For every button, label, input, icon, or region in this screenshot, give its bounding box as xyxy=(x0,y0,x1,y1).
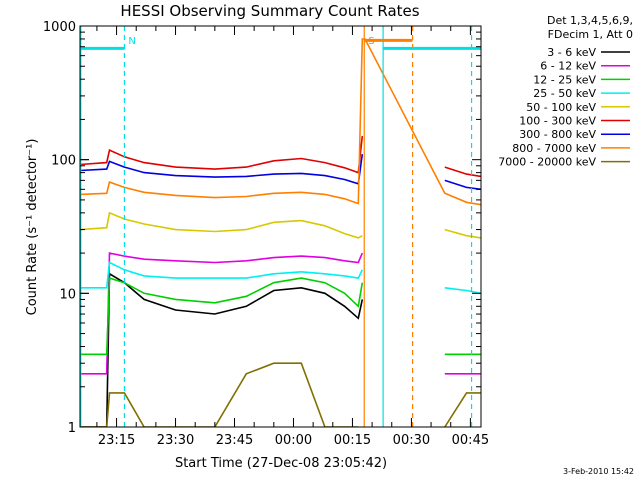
y-tick-label-1: 10 xyxy=(59,287,76,302)
series-line-8-0 xyxy=(80,362,359,427)
series-line-4-0 xyxy=(80,211,363,239)
series-line-7-0 xyxy=(80,38,481,206)
series-line-2-0 xyxy=(80,277,364,356)
series-line-6-0 xyxy=(80,153,364,185)
plot-frame xyxy=(79,25,482,428)
y-tick-label-0: 1 xyxy=(68,421,76,436)
y-axis-label: Count Rate (s⁻¹ detector⁻¹) xyxy=(25,139,40,316)
series-line-4-1 xyxy=(444,228,481,239)
flag-marker-label-0: N xyxy=(128,36,135,47)
legend: Det 1,3,4,5,6,9, FDecim 1, Att 0 3 - 6 k… xyxy=(498,14,633,169)
y-tick-label-3: 1000 xyxy=(43,20,76,35)
x-axis-ticks: 23:15 23:30 23:45 00:00 00:15 00:30 00:45 xyxy=(96,26,489,448)
series-line-5-1 xyxy=(444,166,481,178)
x-tick-label-3: 00:00 xyxy=(275,433,312,448)
legend-label-2: 12 - 25 keV xyxy=(533,73,596,86)
legend-label-8: 7000 - 20000 keV xyxy=(498,156,596,169)
x-axis-label: Start Time (27-Dec-08 23:05:42) xyxy=(175,456,387,471)
legend-label-4: 50 - 100 keV xyxy=(526,101,596,114)
series-line-0-0 xyxy=(80,272,364,427)
legend-label-0: 3 - 6 keV xyxy=(547,46,596,59)
y-tick-label-2: 100 xyxy=(51,154,76,169)
series-line-3-1 xyxy=(444,287,481,295)
legend-label-5: 100 - 300 keV xyxy=(519,115,596,128)
legend-label-6: 300 - 800 keV xyxy=(519,128,596,141)
marker-layer: NS xyxy=(80,26,481,427)
series-line-3-0 xyxy=(80,261,364,289)
legend-label-7: 800 - 7000 keV xyxy=(512,142,596,155)
x-tick-label-4: 00:15 xyxy=(334,433,371,448)
chart-title: HESSI Observing Summary Count Rates xyxy=(120,2,419,20)
legend-label-3: 25 - 50 keV xyxy=(533,87,596,100)
legend-label-1: 6 - 12 keV xyxy=(540,60,596,73)
legend-header-decimation: FDecim 1, Att 0 xyxy=(548,28,633,41)
x-tick-label-5: 00:30 xyxy=(393,433,430,448)
series-line-6-1 xyxy=(444,179,481,191)
series-line-1-0 xyxy=(80,252,364,375)
generated-timestamp: 3-Feb-2010 15:42 xyxy=(563,467,634,476)
series-line-8-1 xyxy=(444,392,481,427)
x-tick-label-1: 23:30 xyxy=(157,433,194,448)
x-tick-label-6: 00:45 xyxy=(452,433,489,448)
y-axis-ticks: 1 10 100 1000 xyxy=(43,20,481,436)
legend-header-detectors: Det 1,3,4,5,6,9, xyxy=(547,14,633,27)
x-tick-label-2: 23:45 xyxy=(216,433,253,448)
series-layer xyxy=(80,38,481,427)
series-line-5-0 xyxy=(80,136,364,174)
x-tick-label-0: 23:15 xyxy=(98,433,135,448)
